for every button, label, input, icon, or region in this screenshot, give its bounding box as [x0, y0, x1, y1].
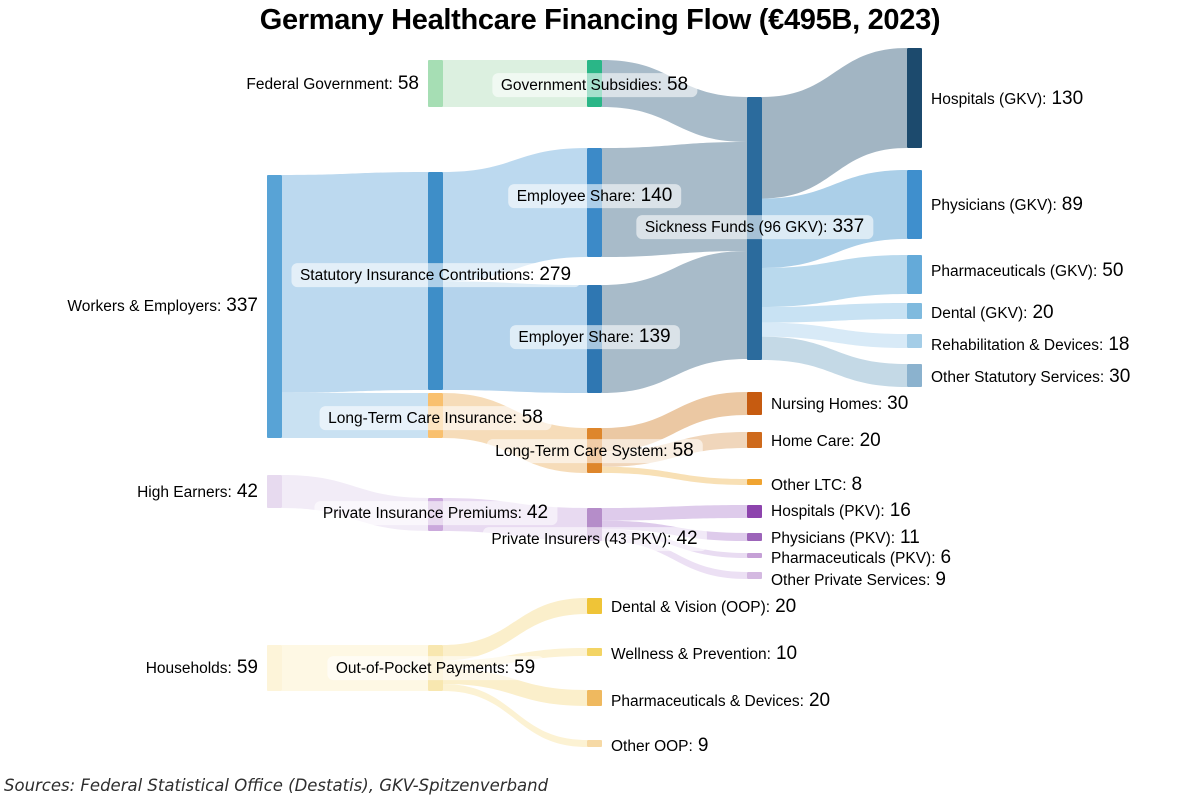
node-dental_gkv [907, 303, 922, 319]
flow-insurers-other_pkv [602, 533, 747, 579]
flow-sickness-other_stat [762, 336, 907, 387]
flow-oop-dental_oop [443, 598, 587, 661]
flow-sickness-pharm_gkv [762, 255, 907, 307]
flow-insurers-hosp_pkv [602, 505, 747, 521]
node-statutory [428, 172, 443, 390]
node-phys_pkv [747, 533, 762, 541]
node-subsidies [587, 60, 602, 107]
flow-ltc_sys-nursing [602, 392, 747, 452]
flow-sickness-dental_gkv [762, 303, 907, 323]
node-wellness [587, 648, 602, 656]
node-high_earners [267, 475, 282, 508]
flow-oop-other_oop [443, 684, 587, 747]
flow-workers-ltc_ins [282, 392, 428, 438]
flow-premiums-insurers [443, 498, 587, 541]
node-insurers [587, 508, 602, 541]
node-homecare [747, 432, 762, 448]
node-ltc_ins [428, 393, 443, 438]
node-emp_share [587, 148, 602, 257]
node-other_pkv [747, 572, 762, 579]
node-dental_oop [587, 598, 602, 614]
flow-subsidies-sickness [602, 60, 747, 142]
node-hosp_pkv [747, 505, 762, 518]
flow-fedgov-subsidies [443, 60, 587, 107]
node-other_stat [907, 364, 922, 387]
flow-ltc_sys-other_ltc [602, 466, 747, 485]
flow-households-oop [282, 645, 428, 691]
node-fedgov [428, 60, 443, 107]
chart-title: Germany Healthcare Financing Flow (€495B… [259, 4, 941, 36]
node-sickness [747, 97, 762, 360]
flow-empr_share-sickness [602, 251, 747, 393]
node-ltc_sys [587, 428, 602, 473]
node-pharm_pkv [747, 553, 762, 558]
flow-workers-statutory [282, 172, 428, 393]
flow-emp_share-sickness [602, 142, 747, 257]
flow-sickness-rehab [762, 322, 907, 348]
source-note: Sources: Federal Statistical Office (Des… [4, 776, 549, 795]
node-premiums [428, 498, 443, 531]
node-pharm_gkv [907, 255, 922, 294]
node-phys_gkv [907, 170, 922, 239]
flow-sickness-hosp_gkv [762, 48, 907, 199]
node-hosp_gkv [907, 48, 922, 148]
flow-ltc_ins-ltc_sys [443, 393, 587, 473]
node-rehab [907, 334, 922, 348]
flow-statutory-emp_share [443, 148, 587, 282]
node-households [267, 645, 282, 691]
node-pharma_oop [587, 690, 602, 706]
node-other_ltc [747, 479, 762, 485]
node-workers [267, 175, 282, 438]
flow-statutory-empr_share [443, 281, 587, 393]
node-other_oop [587, 740, 602, 747]
flow-high_earners-premiums [282, 475, 428, 531]
node-oop [428, 645, 443, 691]
node-empr_share [587, 285, 602, 393]
node-nursing [747, 392, 762, 415]
